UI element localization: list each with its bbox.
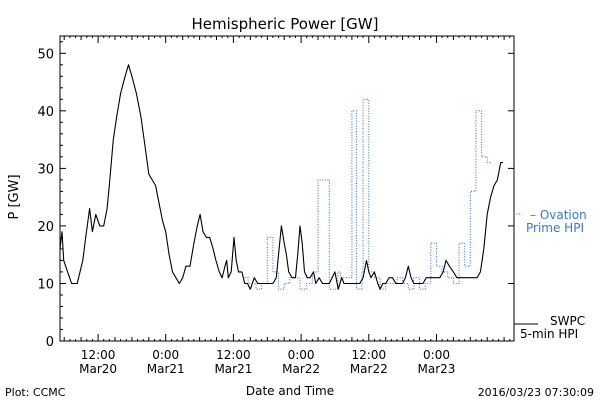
x-tick-date-label: Mar21	[147, 362, 185, 376]
legend-ovation-line1: – Ovation	[530, 208, 587, 222]
x-tick-time-label: 0:00	[423, 348, 450, 362]
y-tick-label: 10	[37, 278, 54, 293]
x-tick-date-label: Mar23	[418, 362, 456, 376]
x-axis-label: Date and Time	[246, 384, 334, 398]
y-axis: 0 10 20 30 40 50	[37, 41, 514, 350]
legend-swpc-line2: 5-min HPI	[520, 327, 578, 341]
plot-frame	[59, 35, 515, 342]
legend-ovation: – Ovation Prime HPI	[514, 208, 587, 235]
x-axis: 12:00Mar200:00Mar2112:00Mar210:00Mar2212…	[63, 36, 511, 376]
series-line-ovation-prime	[244, 98, 492, 290]
x-tick-date-label: Mar20	[79, 362, 117, 376]
legend-ovation-line2: Prime HPI	[526, 221, 584, 235]
y-tick-label: 30	[37, 162, 54, 177]
x-tick-date-label: Mar22	[282, 362, 320, 376]
y-tick-label: 50	[37, 47, 54, 62]
y-axis-label: P [GW]	[7, 174, 22, 219]
legend-swpc-line1: SWPC	[550, 314, 585, 328]
series-layer	[59, 64, 503, 290]
y-tick-label: 40	[37, 105, 54, 120]
footer-timestamp: 2016/03/23 07:30:09	[478, 386, 594, 399]
x-tick-time-label: 12:00	[352, 348, 387, 362]
footer-plot-credit: Plot: CCMC	[5, 386, 66, 399]
x-tick-time-label: 0:00	[152, 348, 179, 362]
y-tick-label: 20	[37, 220, 54, 235]
x-tick-date-label: Mar22	[350, 362, 388, 376]
series-line-swpc	[59, 64, 503, 290]
x-tick-date-label: Mar21	[214, 362, 252, 376]
x-tick-time-label: 12:00	[216, 348, 251, 362]
y-tick-label: 0	[46, 335, 54, 350]
x-tick-time-label: 12:00	[81, 348, 116, 362]
x-tick-time-label: 0:00	[288, 348, 315, 362]
legend-swpc: SWPC 5-min HPI	[514, 314, 585, 341]
chart-title: Hemispheric Power [GW]	[192, 15, 379, 33]
